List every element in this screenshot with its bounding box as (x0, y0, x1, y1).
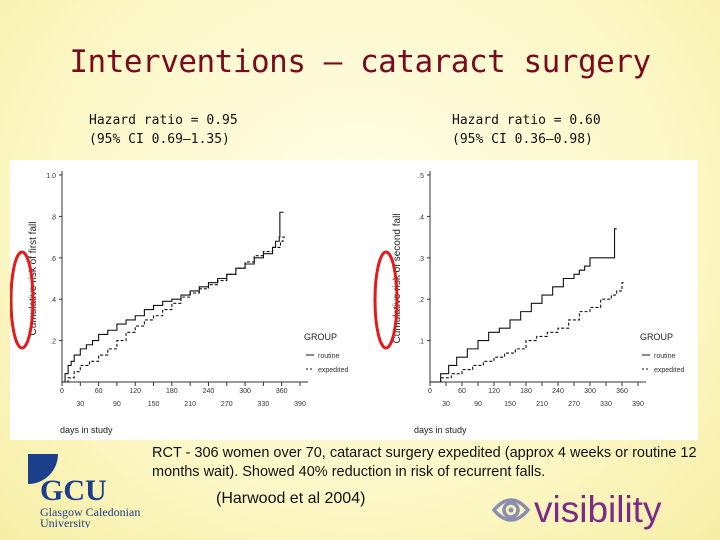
chart-1-x-tick-label: 180 (166, 388, 178, 395)
chart-1-y-axis-label: Cumulative risk of first fall (28, 222, 39, 336)
chart-1-x-tick-label: 270 (221, 401, 233, 408)
chart-2-legend-label-expedited: expedited (654, 367, 684, 374)
chart-2-x-tick-label: 120 (488, 388, 500, 395)
chart-2-y-tick-label: .4 (418, 214, 424, 221)
chart-2-x-tick-label: 90 (474, 401, 482, 408)
chart-2-highlight-circle (373, 250, 399, 350)
gcu-name-line2: University (40, 516, 91, 528)
chart-1-y-tick-label: .6 (50, 256, 56, 263)
chart-1-x-tick-label: 360 (276, 388, 288, 395)
chart-2-y-tick-label: .5 (418, 173, 424, 180)
chart-1-x-tick-label: 300 (239, 388, 251, 395)
chart-1-legend-label-expedited: expedited (318, 367, 348, 374)
chart-1-y-tick-label: .2 (50, 339, 56, 346)
chart-2-y-tick-label: .1 (418, 339, 424, 346)
chart-1-x-tick-label: 210 (184, 401, 196, 408)
chart-1-x-tick-label: 0 (60, 388, 64, 395)
chart-2-x-tick-label: 180 (520, 388, 532, 395)
chart-2-x-tick-label: 150 (504, 401, 516, 408)
chart-1-hazard-ratio: Hazard ratio = 0.95 (95% CI 0.69–1.35) (89, 111, 238, 149)
charts-panel: .2.4.6.8 1.0 0 60 120 180 240 300 360 30 90 150 210 2… (10, 160, 698, 440)
hazard-ratio-label: Hazard ratio = 0.95 (89, 113, 238, 128)
slide-title: Interventions – cataract surgery (69, 44, 651, 80)
chart-1-legend-title: GROUP (304, 332, 337, 342)
chart-2-x-axis-label: days in study (414, 425, 467, 435)
chart-1-series-routine (62, 211, 284, 383)
chart-1-x-tick-label: 90 (113, 401, 121, 408)
chart-2-x-tick-label: 300 (584, 388, 596, 395)
gcu-letters: GCU (40, 474, 107, 507)
chart-1-y-tick-label: 1.0 (46, 173, 56, 180)
chart-2-x-tick-label: 390 (632, 401, 644, 408)
chart-2-y-axis-label: Cumulative risk of second fall (392, 213, 403, 343)
visibility-wordmark: visibility (534, 489, 662, 530)
chart-1-x-tick-label: 60 (95, 388, 103, 395)
chart-2-x-tick-label: 330 (600, 401, 612, 408)
chart-2-x-tick-label: 210 (536, 401, 548, 408)
gcu-name-line1: Glasgow Caledonian (40, 505, 140, 519)
chart-2-legend-title: GROUP (640, 332, 673, 342)
chart-2-x-tick-label: 360 (616, 388, 628, 395)
study-caption: RCT - 306 women over 70, cataract surger… (152, 445, 697, 480)
chart-1-x-tick-label: 390 (294, 401, 306, 408)
chart-1-legend-label-routine: routine (318, 353, 340, 360)
eye-icon (492, 498, 531, 522)
chart-2-hazard-ratio: Hazard ratio = 0.60 (95% CI 0.36–0.98) (452, 111, 601, 149)
chart-1-x-tick-label: 150 (148, 401, 160, 408)
chart-2-series-routine (430, 228, 617, 383)
chart-2-series-expedited (430, 282, 626, 383)
chart-2-legend-label-routine: routine (654, 353, 676, 360)
citation: (Harwood et al 2004) (216, 490, 366, 507)
chart-2-x-tick-label: 30 (442, 401, 450, 408)
chart-2-y-tick-label: .3 (418, 256, 424, 263)
gcu-logo: GCU Glasgow Caledonian University (28, 454, 140, 528)
chart-1-series-expedited (62, 236, 286, 383)
chart-2-y-tick-label: .2 (418, 297, 424, 304)
chart-1-highlight-circle (10, 250, 35, 350)
chart-1-x-tick-label: 30 (76, 401, 84, 408)
chart-1-y-tick-label: .8 (50, 214, 56, 221)
hazard-ratio-label: Hazard ratio = 0.60 (452, 113, 601, 128)
chart-1-x-tick-label: 120 (129, 388, 141, 395)
ci-label: (95% CI 0.69–1.35) (89, 132, 230, 147)
chart-1-y-tick-label: .4 (50, 297, 56, 304)
chart-2-x-tick-label: 240 (552, 388, 564, 395)
chart-1-x-axis-label: days in study (60, 425, 113, 435)
chart-2-x-tick-label: 0 (428, 388, 432, 395)
chart-1-x-tick-label: 330 (258, 401, 270, 408)
chart-2-x-tick-label: 270 (568, 401, 580, 408)
chart-2-x-tick-label: 60 (458, 388, 466, 395)
visibility-logo: visibility (492, 489, 662, 530)
ci-label: (95% CI 0.36–0.98) (452, 132, 593, 147)
chart-1-x-tick-label: 240 (203, 388, 215, 395)
gcu-logo-quarter-mark (28, 454, 58, 484)
